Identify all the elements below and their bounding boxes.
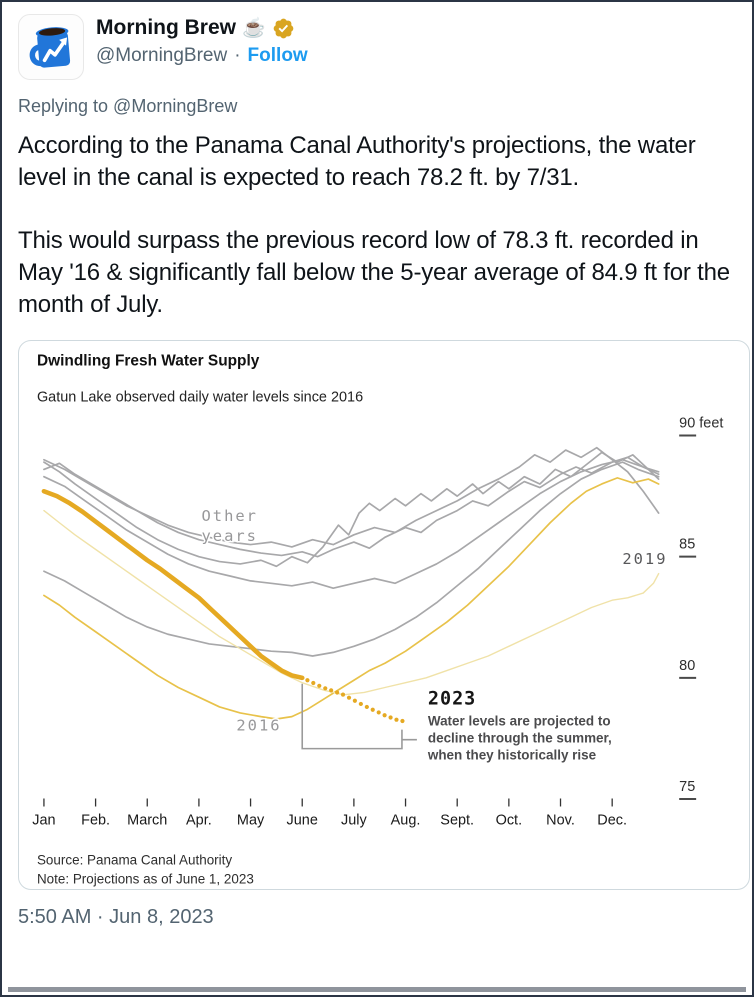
series-line-2023-observed [41, 488, 305, 681]
projection-dot [340, 692, 346, 697]
chart-card: Dwindling Fresh Water Supply Gatun Lake … [18, 340, 750, 890]
timestamp[interactable]: 5:50 AM · Jun 8, 2023 [18, 906, 214, 928]
series-line-2019 [43, 509, 660, 696]
series-line-2016 [43, 477, 660, 720]
x-tick-label: Aug. [391, 812, 421, 828]
tweet-paragraph-2: This would surpass the previous record l… [18, 227, 730, 318]
projection-dot [352, 698, 357, 703]
chart-source: Source: Panama Canal Authority [37, 852, 232, 867]
label-other-years-line1: Other [201, 507, 257, 525]
y-tick-label: 90 feet [679, 416, 723, 432]
projection-dot [346, 695, 352, 700]
display-name[interactable]: Morning Brew [96, 16, 236, 39]
x-tick-label: July [341, 812, 367, 828]
x-tick-label: May [237, 812, 265, 828]
series-line-2022 [43, 458, 660, 590]
follow-button[interactable]: Follow [247, 45, 308, 66]
label-2016: 2016 [236, 717, 281, 735]
chart-note: Note: Projections as of June 1, 2023 [37, 871, 254, 886]
projection-dot [388, 715, 393, 720]
user-handle[interactable]: @MorningBrew [96, 45, 228, 66]
projection-dot [400, 718, 405, 724]
identity-block: Morning Brew ☕ @MorningBrew · Follow [96, 14, 308, 67]
series-line-2017 [43, 456, 660, 558]
series-line-2021 [43, 446, 660, 548]
projection-dot [317, 683, 322, 688]
projection-dot [382, 713, 387, 718]
x-tick-label: Nov. [546, 812, 575, 828]
annotation-line-3: when they historically rise [427, 748, 597, 763]
projection-dot [394, 717, 399, 722]
x-tick-label: June [287, 812, 318, 828]
projection-dot [305, 678, 310, 683]
x-tick-label: Oct. [496, 812, 522, 828]
projection-dot [376, 710, 381, 715]
y-tick-label: 80 [679, 658, 695, 674]
series-line-2018 [43, 451, 660, 568]
projection-bracket [301, 683, 417, 750]
x-tick-label: Dec. [597, 812, 627, 828]
replying-to-link[interactable]: Replying to @MorningBrew [18, 96, 238, 116]
x-tick-label: Jan [32, 812, 55, 828]
projection-dot [364, 704, 369, 710]
projection-dot [311, 680, 316, 686]
gold-verified-badge-icon [273, 18, 293, 38]
morning-brew-mug-icon [29, 27, 71, 68]
separator-dot: · [234, 45, 241, 66]
bottom-bar [8, 987, 746, 992]
annotation-line-1: Water levels are projected to [428, 714, 611, 729]
chart-title: Dwindling Fresh Water Supply [37, 353, 260, 370]
tweet-paragraph-1: According to the Panama Canal Authority'… [18, 132, 696, 191]
projection-dot [323, 686, 328, 691]
label-other-years-line2: years [201, 527, 257, 545]
x-tick-label: Sept. [440, 812, 474, 828]
x-tick-label: Feb. [81, 812, 110, 828]
x-tick-label: March [127, 812, 167, 828]
avatar[interactable] [18, 14, 84, 80]
series-line-2020 [43, 461, 660, 657]
projection-dot [329, 688, 334, 693]
label-2019: 2019 [622, 550, 667, 568]
coffee-emoji-icon: ☕ [242, 18, 266, 39]
water-level-chart: Dwindling Fresh Water Supply Gatun Lake … [32, 353, 723, 887]
y-tick-label: 75 [679, 779, 695, 795]
projection-dot [358, 701, 363, 707]
annotation-line-2: decline through the summer, [428, 731, 612, 746]
projection-dot [370, 707, 375, 712]
label-2023: 2023 [428, 689, 476, 710]
projection-dot [335, 690, 340, 695]
tweet-header: Morning Brew ☕ @MorningBrew · Follow [18, 14, 736, 80]
y-tick-label: 85 [679, 537, 695, 553]
x-tick-label: Apr. [186, 812, 212, 828]
chart-subtitle: Gatun Lake observed daily water levels s… [37, 390, 363, 406]
chart-series [41, 446, 660, 724]
chart-axes: 90 feet 85 80 75 Jan Feb. March Apr. May June July… [32, 416, 723, 829]
